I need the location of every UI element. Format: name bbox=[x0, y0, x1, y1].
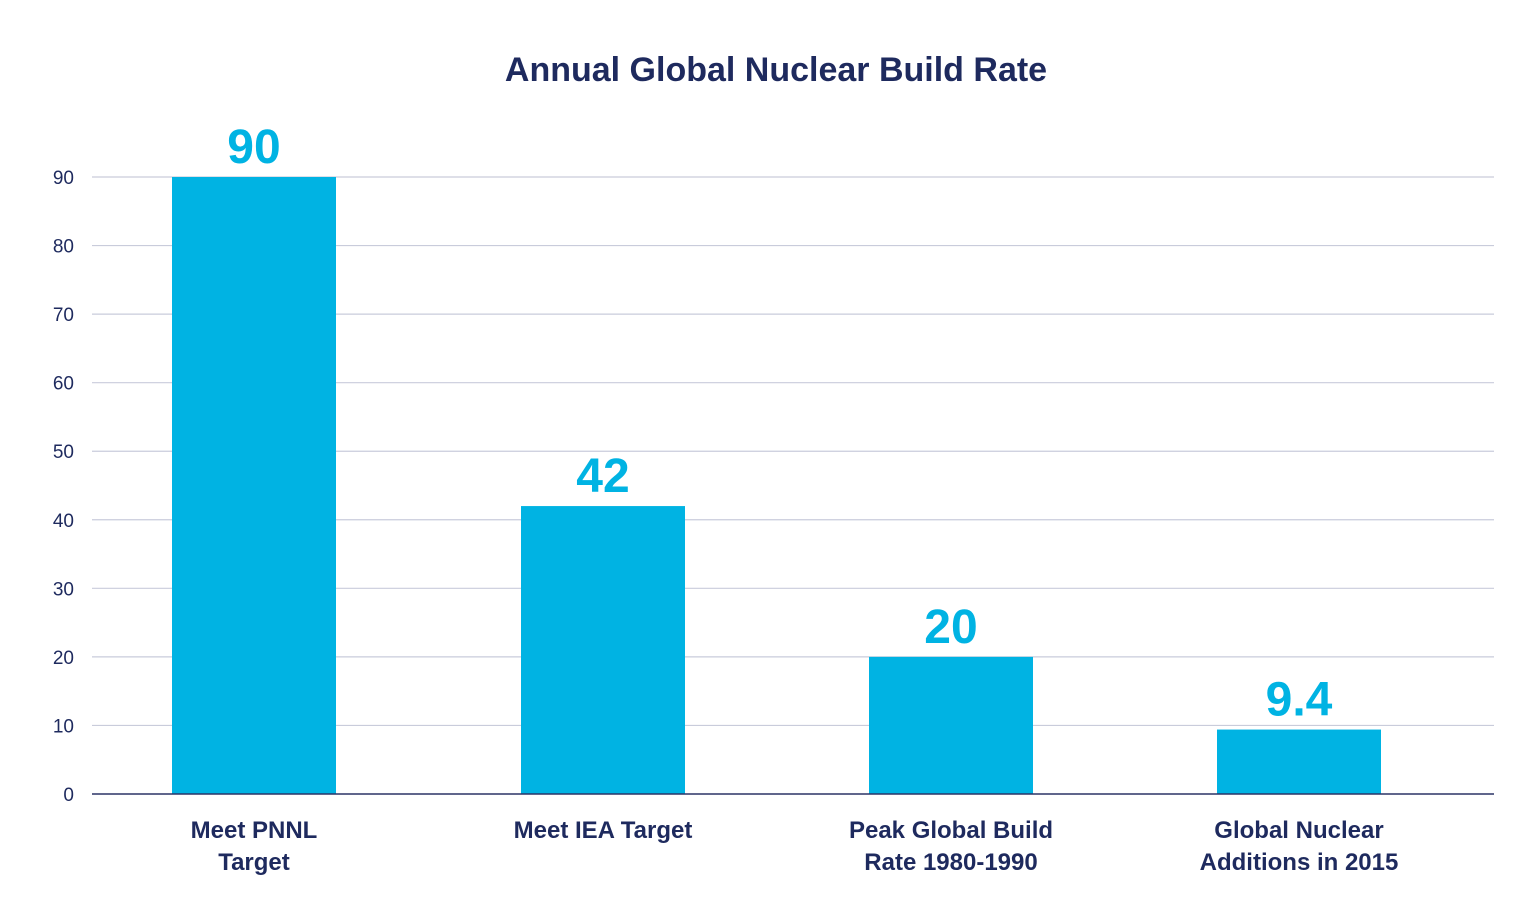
bar-4 bbox=[1217, 729, 1381, 794]
y-tick-label-20: 20 bbox=[53, 648, 74, 669]
bar-3 bbox=[869, 656, 1033, 794]
chart-title: Annual Global Nuclear Build Rate bbox=[505, 51, 1047, 89]
category-label-1-line-2: Target bbox=[218, 849, 290, 876]
y-tick-label-30: 30 bbox=[53, 579, 74, 600]
bar-1 bbox=[172, 177, 336, 794]
y-tick-label-90: 90 bbox=[53, 168, 74, 189]
data-label-1: 90 bbox=[227, 121, 280, 174]
y-tick-label-70: 70 bbox=[53, 305, 74, 326]
y-tick-label-80: 80 bbox=[53, 237, 74, 258]
x-axis-categories: Meet PNNL Target Meet IEA Target Peak Globa… bbox=[191, 817, 1399, 876]
y-tick-label-10: 10 bbox=[53, 716, 74, 737]
y-axis-ticks: 0 10 20 30 40 50 60 70 80 90 bbox=[53, 168, 74, 806]
y-tick-label-60: 60 bbox=[53, 374, 74, 395]
category-label-3-line-2: Rate 1980-1990 bbox=[864, 849, 1037, 876]
category-label-4-line-1: Global Nuclear bbox=[1214, 817, 1383, 844]
bars bbox=[172, 177, 1381, 794]
data-labels: 90 42 20 9.4 bbox=[227, 121, 1332, 727]
data-label-3: 20 bbox=[924, 601, 977, 654]
category-label-1-line-1: Meet PNNL bbox=[191, 817, 318, 844]
category-label-2-line-1: Meet IEA Target bbox=[514, 817, 693, 844]
bar-2 bbox=[521, 506, 685, 794]
data-label-4: 9.4 bbox=[1266, 674, 1333, 727]
y-tick-label-40: 40 bbox=[53, 511, 74, 532]
y-tick-label-0: 0 bbox=[63, 785, 74, 806]
category-label-3-line-1: Peak Global Build bbox=[849, 817, 1053, 844]
y-tick-label-50: 50 bbox=[53, 442, 74, 463]
data-label-2: 42 bbox=[576, 450, 629, 503]
category-label-4-line-2: Additions in 2015 bbox=[1200, 849, 1399, 876]
